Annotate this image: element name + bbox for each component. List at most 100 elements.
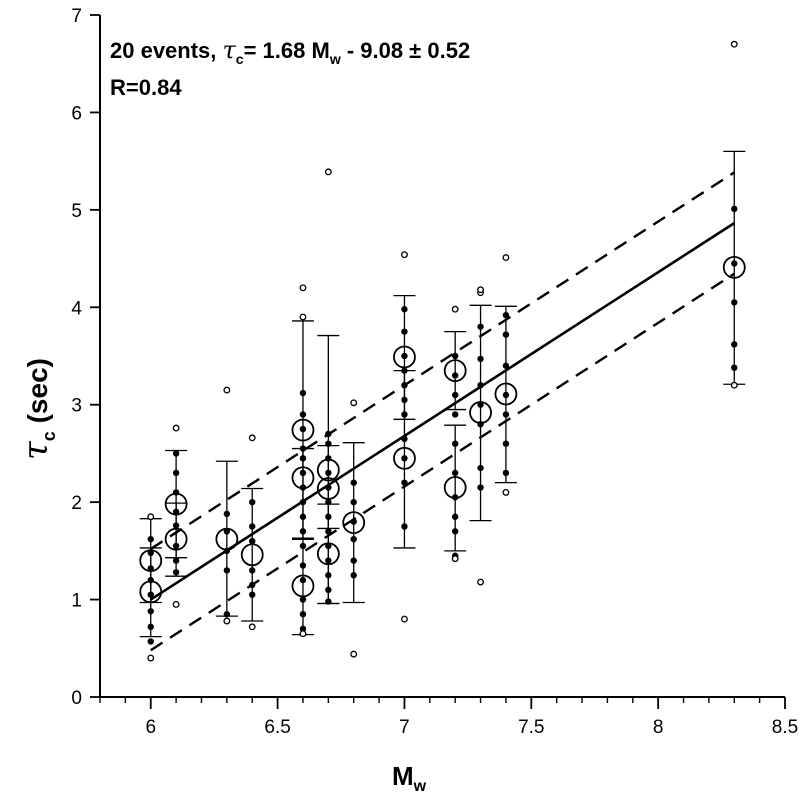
- station-point-filled: [147, 591, 154, 598]
- upper-bound-line: [150, 171, 735, 550]
- station-point-filled: [223, 610, 231, 618]
- station-point-open: [502, 254, 510, 262]
- station-point-filled: [401, 382, 408, 389]
- station-point-open: [451, 305, 459, 313]
- station-point-filled: [325, 440, 332, 447]
- station-point-filled: [477, 464, 484, 472]
- station-point-filled: [401, 367, 408, 374]
- station-point-filled: [325, 542, 332, 550]
- station-point-filled: [350, 498, 357, 506]
- station-point-filled: [350, 518, 357, 525]
- y-axis-title: τc (sec): [16, 358, 59, 460]
- station-point-filled: [223, 567, 231, 574]
- station-point-filled: [401, 455, 408, 462]
- station-point-filled: [731, 260, 738, 267]
- station-point-filled: [172, 569, 180, 576]
- event-mean-circle: [494, 382, 518, 406]
- station-point-filled: [299, 455, 307, 462]
- station-point-filled: [477, 323, 484, 330]
- station-point-filled: [401, 396, 408, 404]
- event-mean-circle: [393, 446, 416, 470]
- event-mean-circle: [316, 542, 340, 566]
- station-point-open: [451, 555, 459, 563]
- station-point-open: [248, 623, 256, 631]
- station-point-filled: [299, 542, 307, 550]
- station-point-filled: [502, 331, 510, 338]
- station-point-filled: [401, 523, 408, 530]
- station-point-filled: [325, 598, 332, 605]
- station-point-open: [223, 386, 231, 394]
- station-point-filled: [401, 411, 408, 418]
- station-point-filled: [451, 469, 459, 477]
- station-point-filled: [223, 510, 231, 518]
- station-point-filled: [325, 484, 332, 491]
- event-mean-circle: [443, 476, 467, 499]
- station-point-filled: [299, 469, 307, 477]
- station-point-filled: [502, 311, 510, 319]
- station-point-filled: [451, 513, 459, 520]
- station-point-filled: [172, 508, 180, 516]
- station-point-filled: [249, 591, 256, 598]
- station-point-filled: [477, 382, 484, 389]
- station-points: [147, 40, 738, 662]
- station-point-filled: [249, 567, 256, 574]
- station-point-filled: [147, 565, 154, 572]
- station-point-open: [400, 251, 408, 259]
- station-point-filled: [451, 411, 459, 418]
- x-tick-label: 8.5: [772, 717, 798, 738]
- y-tick-label: 0: [71, 688, 82, 709]
- event-mean-circle: [342, 511, 366, 535]
- station-point-filled: [502, 391, 510, 399]
- regression-line: [150, 222, 735, 601]
- station-point-open: [730, 40, 738, 48]
- station-point-filled: [147, 623, 154, 631]
- station-point-filled: [401, 306, 408, 313]
- event-mean-circle: [316, 458, 340, 482]
- station-point-filled: [325, 528, 332, 535]
- station-point-filled: [299, 389, 307, 397]
- event-mean-circle: [291, 574, 315, 598]
- equation-annotation: 20 events, τc= 1.68 Mw - 9.08 ± 0.52: [110, 36, 470, 67]
- station-point-filled: [299, 411, 307, 418]
- lower-bound-line: [150, 272, 735, 652]
- correlation-annotation: R=0.84: [110, 75, 182, 100]
- event-means: [139, 255, 746, 604]
- station-point-filled: [147, 549, 154, 557]
- y-tick-label: 4: [71, 298, 82, 319]
- event-mean-circle: [469, 401, 492, 424]
- station-point-filled: [299, 562, 307, 569]
- station-point-filled: [350, 557, 357, 564]
- event-mean-circle: [164, 492, 188, 516]
- x-tick-label: 8: [653, 717, 664, 738]
- station-point-open: [350, 399, 358, 407]
- station-point-open: [324, 168, 332, 176]
- station-point-filled: [477, 484, 484, 491]
- station-point-open: [223, 617, 231, 625]
- station-point-open: [248, 434, 256, 442]
- station-point-filled: [147, 638, 154, 645]
- station-point-open: [147, 654, 155, 662]
- station-point-filled: [172, 542, 180, 550]
- station-point-filled: [451, 391, 459, 399]
- station-point-open: [400, 615, 408, 623]
- station-point-open: [172, 600, 180, 608]
- event-mean-circle: [240, 543, 264, 567]
- station-point-filled: [172, 469, 180, 477]
- station-point-open: [477, 286, 485, 294]
- station-point-filled: [325, 513, 332, 520]
- y-tick-label: 3: [71, 396, 82, 417]
- station-point-filled: [172, 557, 180, 564]
- event-mean-circle: [291, 466, 315, 490]
- station-point-filled: [325, 586, 332, 594]
- station-point-filled: [299, 610, 307, 618]
- station-point-open: [502, 488, 510, 496]
- station-point-filled: [249, 523, 256, 530]
- event-mean-circle: [722, 255, 746, 279]
- station-point-filled: [299, 498, 307, 506]
- station-point-filled: [299, 445, 307, 452]
- station-point-filled: [325, 469, 332, 477]
- event-mean-circle: [393, 345, 416, 369]
- event-mean-circle: [316, 477, 340, 500]
- station-point-filled: [350, 535, 357, 543]
